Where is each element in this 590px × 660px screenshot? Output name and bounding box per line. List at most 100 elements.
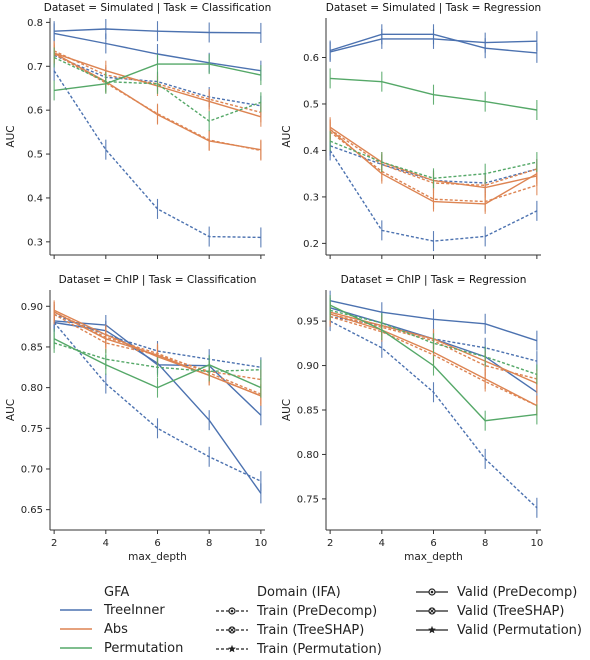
series-line: [329, 33, 537, 54]
series-line: [53, 322, 262, 482]
y-tick-label: 0.65: [21, 505, 43, 516]
legend-label: Train (Permutation): [256, 642, 382, 657]
series-line: [329, 304, 537, 422]
y-tick-label: 0.3: [27, 237, 43, 248]
y-axis-label: AUC: [5, 125, 17, 147]
series-line: [329, 316, 538, 407]
panel-title: Dataset = Simulated | Task = Classificat…: [44, 2, 271, 14]
legend-label: Abs: [104, 622, 128, 637]
y-tick-label: 0.80: [21, 383, 43, 394]
y-tick-label: 0.85: [21, 342, 43, 353]
panel-4: Dataset = ChIP | Task = Regression 0.75 0.…: [281, 274, 543, 563]
y-tick-label: 0.4: [303, 146, 319, 157]
y-tick-label: 0.5: [27, 150, 43, 161]
facet-grid: Dataset = Simulated | Task = Classificat…: [5, 2, 543, 563]
y-tick-label: 0.7: [27, 62, 43, 73]
legend-label: Train (PreDecomp): [256, 604, 377, 619]
x-tick-label: 10: [530, 538, 543, 549]
series-permutation-train-permutation: [329, 131, 538, 189]
legend-gfa-permutation: Permutation: [60, 641, 183, 656]
legend-gfa-treeinner: TreeInner: [60, 603, 165, 618]
legend-label: Valid (PreDecomp): [457, 585, 577, 600]
y-axis-label: AUC: [281, 399, 293, 421]
panel-title: Dataset = ChIP | Task = Classification: [59, 274, 257, 286]
y-tick-label: 0.75: [297, 494, 319, 505]
y-tick-label: 0.95: [297, 317, 319, 328]
legend: GFA TreeInner Abs Permutation Domain (IFA) Tr…: [60, 585, 582, 657]
x-circle-marker-icon: [228, 626, 236, 634]
y-tick-label: 0.6: [27, 106, 43, 117]
series-line: [329, 309, 538, 376]
series-permutation-train-permutation: [53, 47, 262, 132]
series-permutation-valid-permutation: [329, 68, 538, 121]
series-line: [53, 70, 261, 239]
series-line: [53, 313, 262, 368]
panel-3: Dataset = ChIP | Task = Classification 0.…: [5, 274, 267, 563]
x-tick-label: 8: [482, 538, 488, 549]
y-tick-label: 0.6: [303, 53, 319, 64]
y-axis-label: AUC: [5, 399, 17, 421]
y-tick-label: 0.4: [27, 193, 43, 204]
legend-label: Permutation: [104, 641, 183, 656]
series-line: [53, 54, 262, 107]
y-tick-label: 0.80: [297, 450, 319, 461]
series-line: [53, 338, 262, 389]
y-tick-label: 0.75: [21, 424, 43, 435]
y-tick-label: 0.90: [21, 302, 43, 313]
series-line: [53, 50, 262, 114]
panel-title: Dataset = Simulated | Task = Regression: [326, 2, 541, 14]
legend-label: Train (TreeSHAP): [256, 623, 364, 638]
x-tick-label: 4: [379, 538, 385, 549]
legend-domain-train-predecomp: Train (PreDecomp): [216, 604, 377, 619]
x-circle-marker-icon: [428, 607, 436, 615]
series-line: [329, 320, 538, 509]
series-line: [53, 313, 262, 381]
y-tick-label: 0.3: [303, 192, 319, 203]
legend-domain-train-permutation: Train (Permutation): [216, 642, 382, 657]
y-tick-label: 0.8: [27, 18, 43, 29]
x-tick-label: 10: [254, 538, 267, 549]
x-tick-label: 4: [103, 538, 109, 549]
series-treeinner-train-predecomp: [53, 312, 262, 492]
x-tick-label: 2: [327, 538, 333, 549]
panel-2: Dataset = Simulated | Task = Regression 0…: [281, 2, 541, 259]
x-tick-label: 6: [154, 538, 160, 549]
legend-domain-train-treeshap: Train (TreeSHAP): [216, 623, 364, 638]
series-permutation-train-permutation: [329, 300, 538, 385]
legend-domain-valid-permutation: Valid (Permutation): [416, 623, 582, 638]
series-line: [329, 140, 538, 180]
x-axis-label: max_depth: [128, 551, 187, 563]
y-tick-label: 0.5: [303, 99, 319, 110]
y-tick-label: 0.85: [297, 406, 319, 417]
circle-marker-icon: [428, 588, 436, 596]
x-tick-label: 8: [206, 538, 212, 549]
legend-domain-title: Domain (IFA): [257, 585, 341, 600]
series-line: [54, 28, 261, 34]
x-tick-label: 6: [430, 538, 436, 549]
y-tick-label: 0.70: [21, 464, 43, 475]
legend-label: Valid (Permutation): [457, 623, 582, 638]
legend-gfa-title: GFA: [104, 585, 129, 600]
legend-domain-valid-treeshap: Valid (TreeSHAP): [416, 604, 564, 619]
legend-label: Valid (TreeSHAP): [457, 604, 564, 619]
series-line: [53, 342, 261, 373]
panel-title: Dataset = ChIP | Task = Regression: [341, 274, 527, 286]
series-line: [329, 300, 538, 342]
series-line: [53, 56, 262, 122]
star-marker-icon: [227, 644, 237, 653]
series-permutation-train-permutation: [53, 332, 262, 382]
panel-1: Dataset = Simulated | Task = Classificat…: [5, 2, 271, 259]
series-treeinner-valid-treeshap: [329, 24, 538, 63]
series-line: [330, 77, 538, 111]
legend-domain-valid-predecomp: Valid (PreDecomp): [416, 585, 577, 600]
y-tick-label: 0.2: [303, 239, 319, 250]
series-line: [54, 63, 262, 92]
y-axis-label: AUC: [281, 125, 293, 147]
circle-marker-icon: [228, 607, 236, 615]
legend-gfa-abs: Abs: [60, 622, 128, 637]
series-line: [53, 32, 262, 72]
x-axis-label: max_depth: [404, 551, 463, 563]
x-tick-label: 2: [51, 538, 57, 549]
legend-label: TreeInner: [103, 603, 165, 618]
